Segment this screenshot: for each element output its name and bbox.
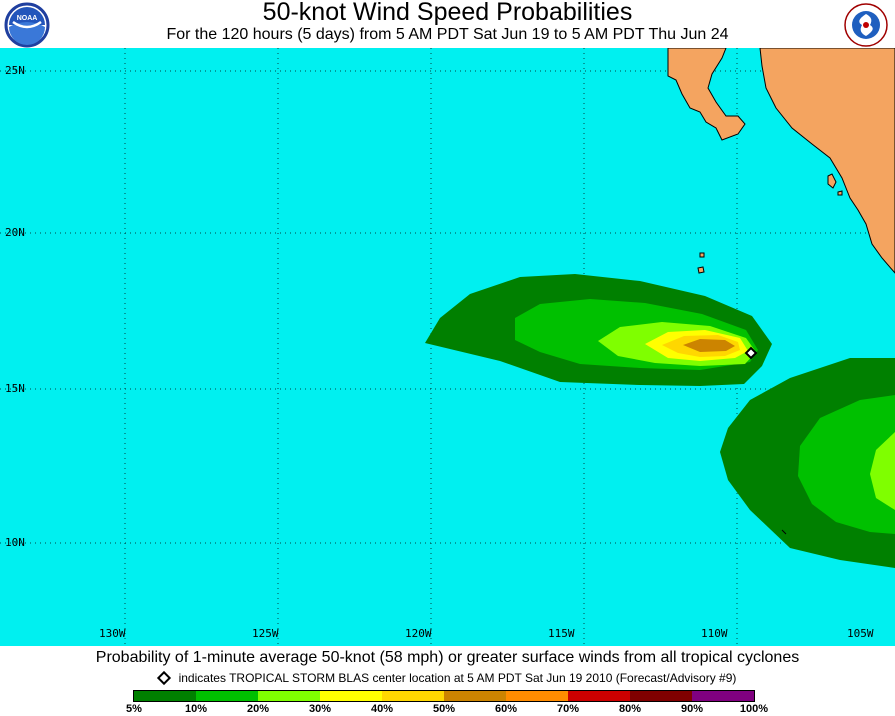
lon-label-130w: 130W (99, 627, 126, 640)
scale-swatch-8 (630, 691, 692, 701)
scale-swatch-1 (196, 691, 258, 701)
scale-label: 80% (618, 703, 642, 715)
header: NOAA 50-knot Wind Speed Probabilities Fo… (0, 0, 895, 48)
lat-label-20n: 20N (5, 226, 25, 239)
scale-swatch-6 (506, 691, 568, 701)
noaa-logo: NOAA (4, 2, 50, 48)
southeast-swath-10pct (798, 395, 895, 534)
scale-swatch-2 (258, 691, 320, 701)
lon-label-110w: 110W (701, 627, 728, 640)
lat-label-10n: 10N (5, 536, 25, 549)
scale-label: 100% (739, 703, 769, 715)
scale-label: 20% (246, 703, 270, 715)
scale-swatch-7 (568, 691, 630, 701)
scale-label: 40% (370, 703, 394, 715)
scale-swatch-9 (692, 691, 754, 701)
page-subtitle: For the 120 hours (5 days) from 5 AM PDT… (166, 26, 729, 43)
scale-label: 5% (126, 703, 142, 715)
scale-label: 70% (556, 703, 580, 715)
probability-map (0, 48, 895, 646)
lon-label-125w: 125W (252, 627, 279, 640)
scale-swatch-4 (382, 691, 444, 701)
scale-swatch-5 (444, 691, 506, 701)
storm-center-marker (744, 346, 758, 360)
scale-label: 10% (184, 703, 208, 715)
nws-logo (844, 3, 888, 47)
scale-label: 60% (494, 703, 518, 715)
lon-label-115w: 115W (548, 627, 575, 640)
legend-note-text: indicates TROPICAL STORM BLAS center loc… (178, 671, 737, 685)
lon-label-120w: 120W (405, 627, 432, 640)
scale-swatch-3 (320, 691, 382, 701)
swath-50pct (683, 339, 735, 352)
lat-label-25n: 25N (5, 64, 25, 77)
probability-color-scale (133, 690, 755, 702)
scale-label: 30% (308, 703, 332, 715)
legend-note: indicates TROPICAL STORM BLAS center loc… (0, 671, 895, 686)
southeast-swath-20pct (870, 432, 895, 510)
land-mexico (667, 48, 895, 274)
lon-label-105w: 105W (847, 627, 874, 640)
map-caption: Probability of 1-minute average 50-knot … (95, 649, 800, 666)
graticule (0, 48, 895, 646)
scale-label: 90% (680, 703, 704, 715)
page-title: 50-knot Wind Speed Probabilities (262, 0, 633, 26)
lat-label-15n: 15N (5, 382, 25, 395)
coast-dot (781, 529, 787, 535)
scale-swatch-0 (134, 691, 196, 701)
diamond-icon (156, 671, 171, 686)
scale-label: 50% (432, 703, 456, 715)
svg-text:NOAA: NOAA (17, 15, 38, 22)
